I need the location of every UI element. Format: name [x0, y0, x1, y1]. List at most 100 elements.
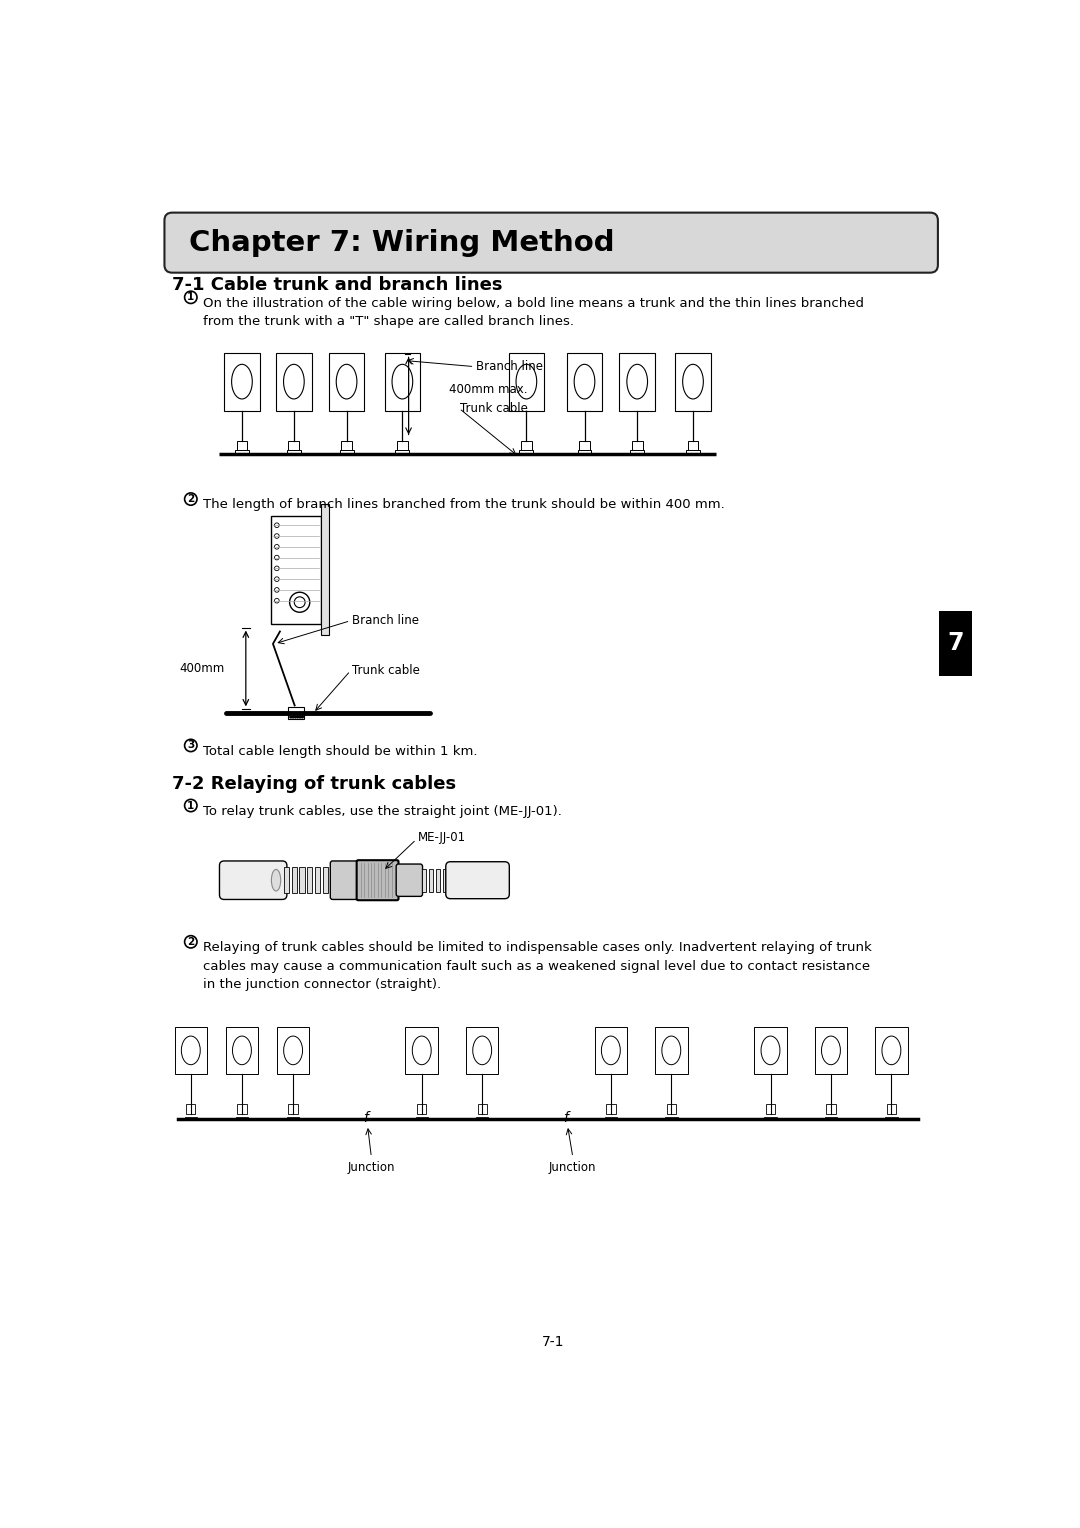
Bar	[435, 868, 441, 892]
Ellipse shape	[231, 364, 253, 399]
Bar	[666, 1103, 676, 1114]
Text: Relaying of trunk cables should be limited to indispensable cases only. Inadvert: Relaying of trunk cables should be limit…	[203, 941, 872, 992]
Text: Branch line: Branch line	[476, 361, 543, 373]
Text: 7: 7	[947, 631, 964, 656]
Ellipse shape	[822, 1036, 840, 1065]
Bar	[339, 449, 353, 454]
Bar	[395, 449, 409, 454]
Ellipse shape	[662, 1036, 680, 1065]
FancyBboxPatch shape	[219, 860, 287, 900]
Bar	[595, 1027, 627, 1074]
Circle shape	[289, 717, 292, 718]
Bar	[766, 1103, 775, 1114]
FancyBboxPatch shape	[396, 863, 422, 897]
Bar	[225, 353, 260, 411]
Text: $f$: $f$	[563, 1109, 571, 1125]
Circle shape	[274, 533, 279, 538]
Circle shape	[293, 717, 294, 718]
Bar	[185, 1117, 197, 1120]
Text: ME-JJ-01: ME-JJ-01	[418, 831, 465, 845]
Bar	[299, 866, 305, 894]
Bar	[276, 353, 312, 411]
FancyBboxPatch shape	[446, 862, 510, 898]
Bar	[226, 1027, 258, 1074]
Text: Junction: Junction	[549, 1161, 596, 1174]
Bar	[521, 440, 531, 451]
Bar	[235, 1117, 248, 1120]
Circle shape	[274, 523, 279, 527]
Bar	[886, 1117, 897, 1120]
Text: $f$: $f$	[363, 1109, 372, 1125]
Ellipse shape	[683, 364, 703, 399]
Bar	[237, 440, 247, 451]
Bar	[417, 1103, 427, 1114]
Bar	[465, 1027, 499, 1074]
Text: Junction: Junction	[348, 1161, 395, 1174]
Bar	[605, 1117, 617, 1120]
Circle shape	[274, 555, 279, 559]
Bar	[825, 1117, 837, 1120]
Text: 1: 1	[187, 292, 194, 303]
Bar	[341, 440, 352, 451]
Circle shape	[274, 544, 279, 549]
Bar	[238, 1103, 246, 1114]
Bar	[328, 353, 364, 411]
Text: 400mm: 400mm	[179, 662, 225, 675]
Bar	[606, 1103, 616, 1114]
Bar	[754, 1027, 786, 1074]
Bar	[476, 1117, 488, 1120]
Text: The length of branch lines branched from the trunk should be within 400 mm.: The length of branch lines branched from…	[203, 498, 725, 512]
Text: On the illustration of the cable wiring below, a bold line means a trunk and the: On the illustration of the cable wiring …	[203, 296, 864, 329]
Bar	[656, 1027, 688, 1074]
Bar	[416, 1117, 428, 1120]
FancyBboxPatch shape	[330, 860, 359, 900]
Text: Trunk cable: Trunk cable	[460, 402, 528, 414]
Text: 1: 1	[187, 801, 194, 810]
Ellipse shape	[232, 1036, 252, 1065]
Bar	[314, 866, 321, 894]
Bar	[323, 866, 328, 894]
Bar	[688, 440, 699, 451]
Bar	[814, 1027, 847, 1074]
Bar	[619, 353, 656, 411]
Ellipse shape	[271, 869, 281, 891]
Bar	[405, 1027, 438, 1074]
Ellipse shape	[413, 1036, 431, 1065]
Bar	[287, 1117, 299, 1120]
Ellipse shape	[392, 364, 413, 399]
Bar	[271, 516, 321, 623]
Ellipse shape	[181, 1036, 200, 1065]
Bar	[826, 1103, 836, 1114]
Text: 7-2 Relaying of trunk cables: 7-2 Relaying of trunk cables	[172, 775, 457, 793]
Bar	[276, 1027, 309, 1074]
Ellipse shape	[516, 364, 537, 399]
Text: Branch line: Branch line	[352, 614, 419, 626]
Bar	[579, 440, 590, 451]
FancyBboxPatch shape	[356, 860, 399, 900]
Bar	[567, 353, 603, 411]
Ellipse shape	[602, 1036, 620, 1065]
FancyBboxPatch shape	[164, 212, 937, 272]
Text: 3: 3	[187, 741, 194, 750]
Ellipse shape	[473, 1036, 491, 1065]
Ellipse shape	[294, 597, 306, 608]
Bar	[519, 449, 534, 454]
Circle shape	[274, 565, 279, 570]
Text: Chapter 7: Wiring Method: Chapter 7: Wiring Method	[189, 229, 615, 257]
Ellipse shape	[882, 1036, 901, 1065]
Bar	[287, 449, 301, 454]
Circle shape	[299, 717, 301, 718]
Ellipse shape	[336, 364, 356, 399]
Bar	[292, 866, 297, 894]
Bar	[175, 1027, 207, 1074]
Circle shape	[295, 717, 296, 718]
Bar	[422, 868, 427, 892]
Bar	[887, 1103, 896, 1114]
Bar	[384, 353, 420, 411]
Text: 2: 2	[187, 937, 194, 947]
Bar	[235, 449, 248, 454]
Circle shape	[274, 578, 279, 582]
Bar	[631, 449, 644, 454]
Text: 7-1 Cable trunk and branch lines: 7-1 Cable trunk and branch lines	[172, 275, 502, 293]
Ellipse shape	[761, 1036, 780, 1065]
